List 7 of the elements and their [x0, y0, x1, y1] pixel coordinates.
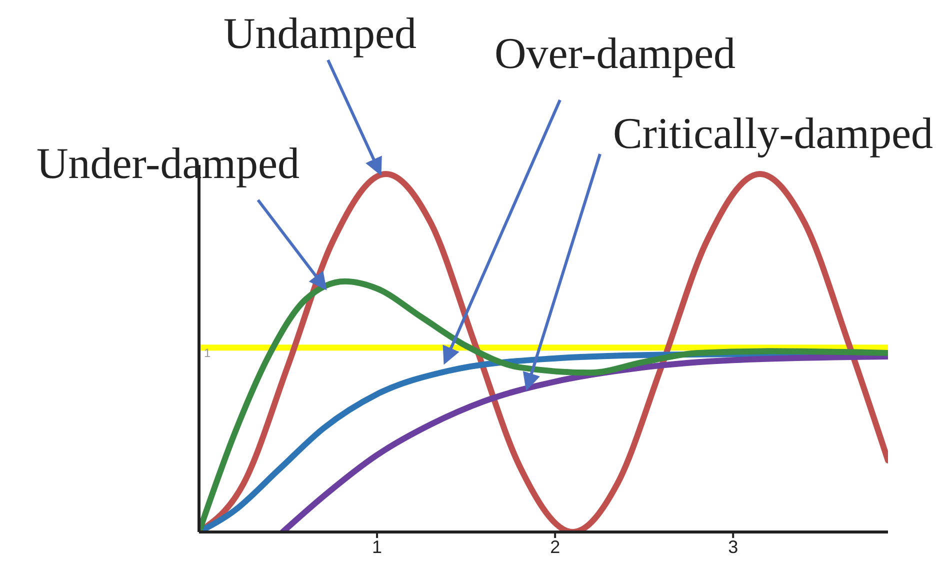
x-tick-label: 3	[728, 536, 738, 557]
text: Undamped	[223, 9, 417, 58]
text: Critically-damped	[612, 109, 934, 158]
x-tick-label: 2	[550, 536, 560, 557]
x-tick-label: 1	[372, 536, 382, 557]
text: Over-damped	[494, 29, 736, 78]
text: Under-damped	[36, 139, 300, 188]
